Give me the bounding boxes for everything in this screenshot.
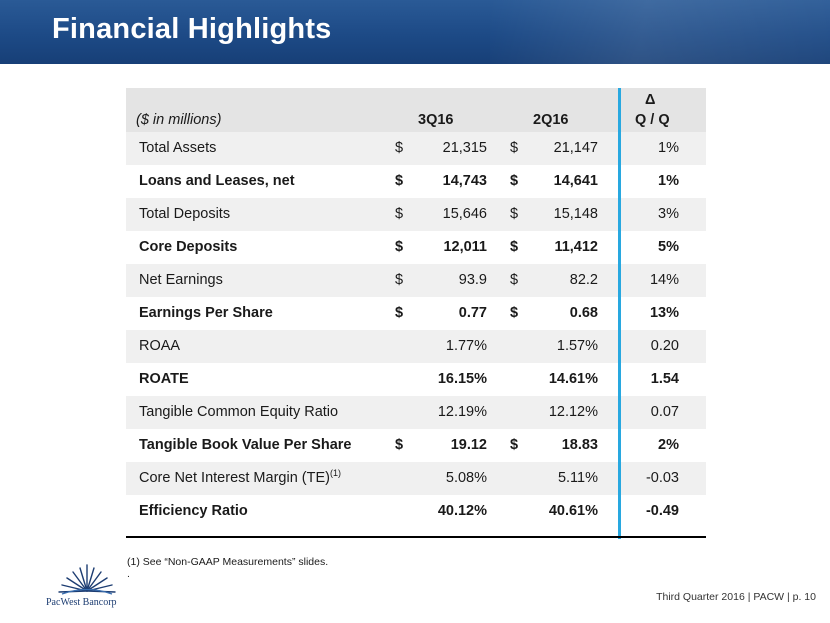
change-qq: 5% xyxy=(658,239,679,255)
table-header: ($ in millions) 3Q16 2Q16 Δ Q / Q xyxy=(126,88,706,132)
footnote-2: . xyxy=(127,568,130,580)
currency-2q16: $ xyxy=(510,206,519,222)
value-2q16: 40.61% xyxy=(548,503,598,519)
table-row: Core Net Interest Margin (TE)(1) 5.08% 5.1… xyxy=(126,462,706,495)
change-qq: 1% xyxy=(658,140,679,156)
row-label: Loans and Leases, net xyxy=(139,173,295,189)
value-2q16: 5.11% xyxy=(557,470,598,486)
value-3q16: 40.12% xyxy=(437,503,487,519)
change-qq: 0.20 xyxy=(650,338,679,354)
footnote-marker: (1) xyxy=(329,468,341,479)
value-3q16: 12,011 xyxy=(443,239,487,255)
col-header-qq: Q / Q xyxy=(635,112,670,128)
pacwest-logo-icon xyxy=(58,564,116,595)
table-row: Earnings Per Share $0.77 $0.68 13% xyxy=(126,297,706,330)
table-row: ROATE 16.15% 14.61% 1.54 xyxy=(126,363,706,396)
row-label: Total Deposits xyxy=(139,206,231,222)
value-3q16: 1.77% xyxy=(445,338,487,354)
change-qq: 3% xyxy=(658,206,679,222)
change-qq: 14% xyxy=(649,272,679,288)
table-bottom-rule xyxy=(126,536,706,538)
page-info: Third Quarter 2016 | PACW | p. 10 xyxy=(656,591,816,603)
row-label: ROAA xyxy=(139,338,181,354)
value-2q16: 15,148 xyxy=(553,206,598,222)
row-label: Core Deposits xyxy=(139,239,238,255)
row-label: Total Assets xyxy=(139,140,217,156)
row-label: Earnings Per Share xyxy=(139,305,273,321)
table-row: Efficiency Ratio 40.12% 40.61% -0.49 xyxy=(126,495,706,528)
change-qq: 0.07 xyxy=(650,404,679,420)
row-label: Core Net Interest Margin (TE)(1) xyxy=(139,468,341,486)
financial-table: ($ in millions) 3Q16 2Q16 Δ Q / Q Total … xyxy=(126,88,706,539)
value-2q16: 18.83 xyxy=(561,437,598,453)
units-label: ($ in millions) xyxy=(136,112,222,128)
currency-2q16: $ xyxy=(510,437,519,453)
change-qq: 2% xyxy=(658,437,679,453)
currency-3q16: $ xyxy=(395,206,404,222)
table-row: Tangible Book Value Per Share $19.12 $18.8… xyxy=(126,429,706,462)
value-2q16: 82.2 xyxy=(569,272,598,288)
value-3q16: 0.77 xyxy=(458,305,487,321)
column-divider xyxy=(618,88,621,539)
col-header-3q16: 3Q16 xyxy=(418,112,454,128)
row-label: Tangible Book Value Per Share xyxy=(139,437,352,453)
value-2q16: 21,147 xyxy=(553,140,598,156)
row-label: Efficiency Ratio xyxy=(139,503,248,519)
currency-3q16: $ xyxy=(395,173,404,189)
currency-3q16: $ xyxy=(395,140,404,156)
row-label: ROATE xyxy=(139,371,189,387)
value-2q16: 1.57% xyxy=(556,338,598,354)
company-logo-text: PacWest Bancorp xyxy=(46,597,117,608)
col-header-2q16: 2Q16 xyxy=(533,112,569,128)
header-bar: Financial Highlights xyxy=(0,0,830,64)
value-2q16: 11,412 xyxy=(554,239,598,255)
value-3q16: 14,743 xyxy=(442,173,487,189)
currency-3q16: $ xyxy=(395,239,404,255)
table-row: Net Earnings $93.9 $82.2 14% xyxy=(126,264,706,297)
currency-2q16: $ xyxy=(510,140,519,156)
table-row: Total Assets $21,315 $21,147 1% xyxy=(126,132,706,165)
value-3q16: 15,646 xyxy=(442,206,487,222)
change-qq: 13% xyxy=(649,305,679,321)
table-row: Total Deposits $15,646 $15,148 3% xyxy=(126,198,706,231)
header-shine xyxy=(490,0,830,64)
value-3q16: 12.19% xyxy=(437,404,487,420)
table-row: Core Deposits $12,011 $11,412 5% xyxy=(126,231,706,264)
table-row: ROAA 1.77% 1.57% 0.20 xyxy=(126,330,706,363)
table-row: Tangible Common Equity Ratio 12.19% 12.12%… xyxy=(126,396,706,429)
change-qq: -0.49 xyxy=(645,503,679,519)
change-qq: -0.03 xyxy=(645,470,679,486)
change-qq: 1.54 xyxy=(650,371,679,387)
value-3q16: 21,315 xyxy=(442,140,487,156)
value-2q16: 12.12% xyxy=(548,404,598,420)
currency-3q16: $ xyxy=(395,272,404,288)
value-2q16: 14,641 xyxy=(553,173,598,189)
page-title: Financial Highlights xyxy=(52,13,332,45)
value-2q16: 14.61% xyxy=(548,371,598,387)
currency-2q16: $ xyxy=(510,272,519,288)
currency-2q16: $ xyxy=(510,239,519,255)
footnote-1: (1) See “Non-GAAP Measurements” slides. xyxy=(127,556,329,568)
table-body: Total Assets $21,315 $21,147 1% Loans and Le… xyxy=(126,132,706,528)
value-3q16: 5.08% xyxy=(445,470,487,486)
currency-2q16: $ xyxy=(510,173,519,189)
value-3q16: 19.12 xyxy=(450,437,487,453)
table-row: Loans and Leases, net $14,743 $14,641 1% xyxy=(126,165,706,198)
currency-3q16: $ xyxy=(395,305,404,321)
row-label: Tangible Common Equity Ratio xyxy=(139,404,339,420)
currency-3q16: $ xyxy=(395,437,404,453)
change-qq: 1% xyxy=(658,173,679,189)
row-label: Net Earnings xyxy=(139,272,223,288)
value-3q16: 16.15% xyxy=(437,371,487,387)
value-2q16: 0.68 xyxy=(569,305,598,321)
currency-2q16: $ xyxy=(510,305,519,321)
delta-symbol: Δ xyxy=(645,92,656,108)
value-3q16: 93.9 xyxy=(458,272,487,288)
